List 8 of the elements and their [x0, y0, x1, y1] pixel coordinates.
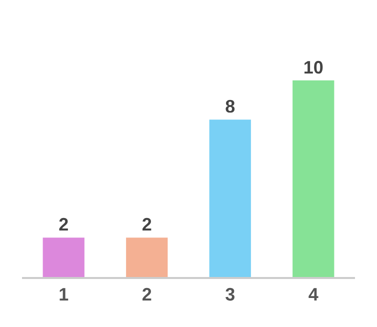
data-label: 2	[142, 214, 152, 235]
data-label: 2	[58, 214, 69, 235]
x-tick-label: 2	[142, 284, 152, 304]
data-label: 10	[303, 57, 324, 78]
x-tick-label: 1	[58, 284, 69, 304]
data-label: 8	[225, 96, 236, 117]
x-tick-label: 4	[308, 284, 318, 304]
x-tick-label: 3	[225, 284, 236, 304]
